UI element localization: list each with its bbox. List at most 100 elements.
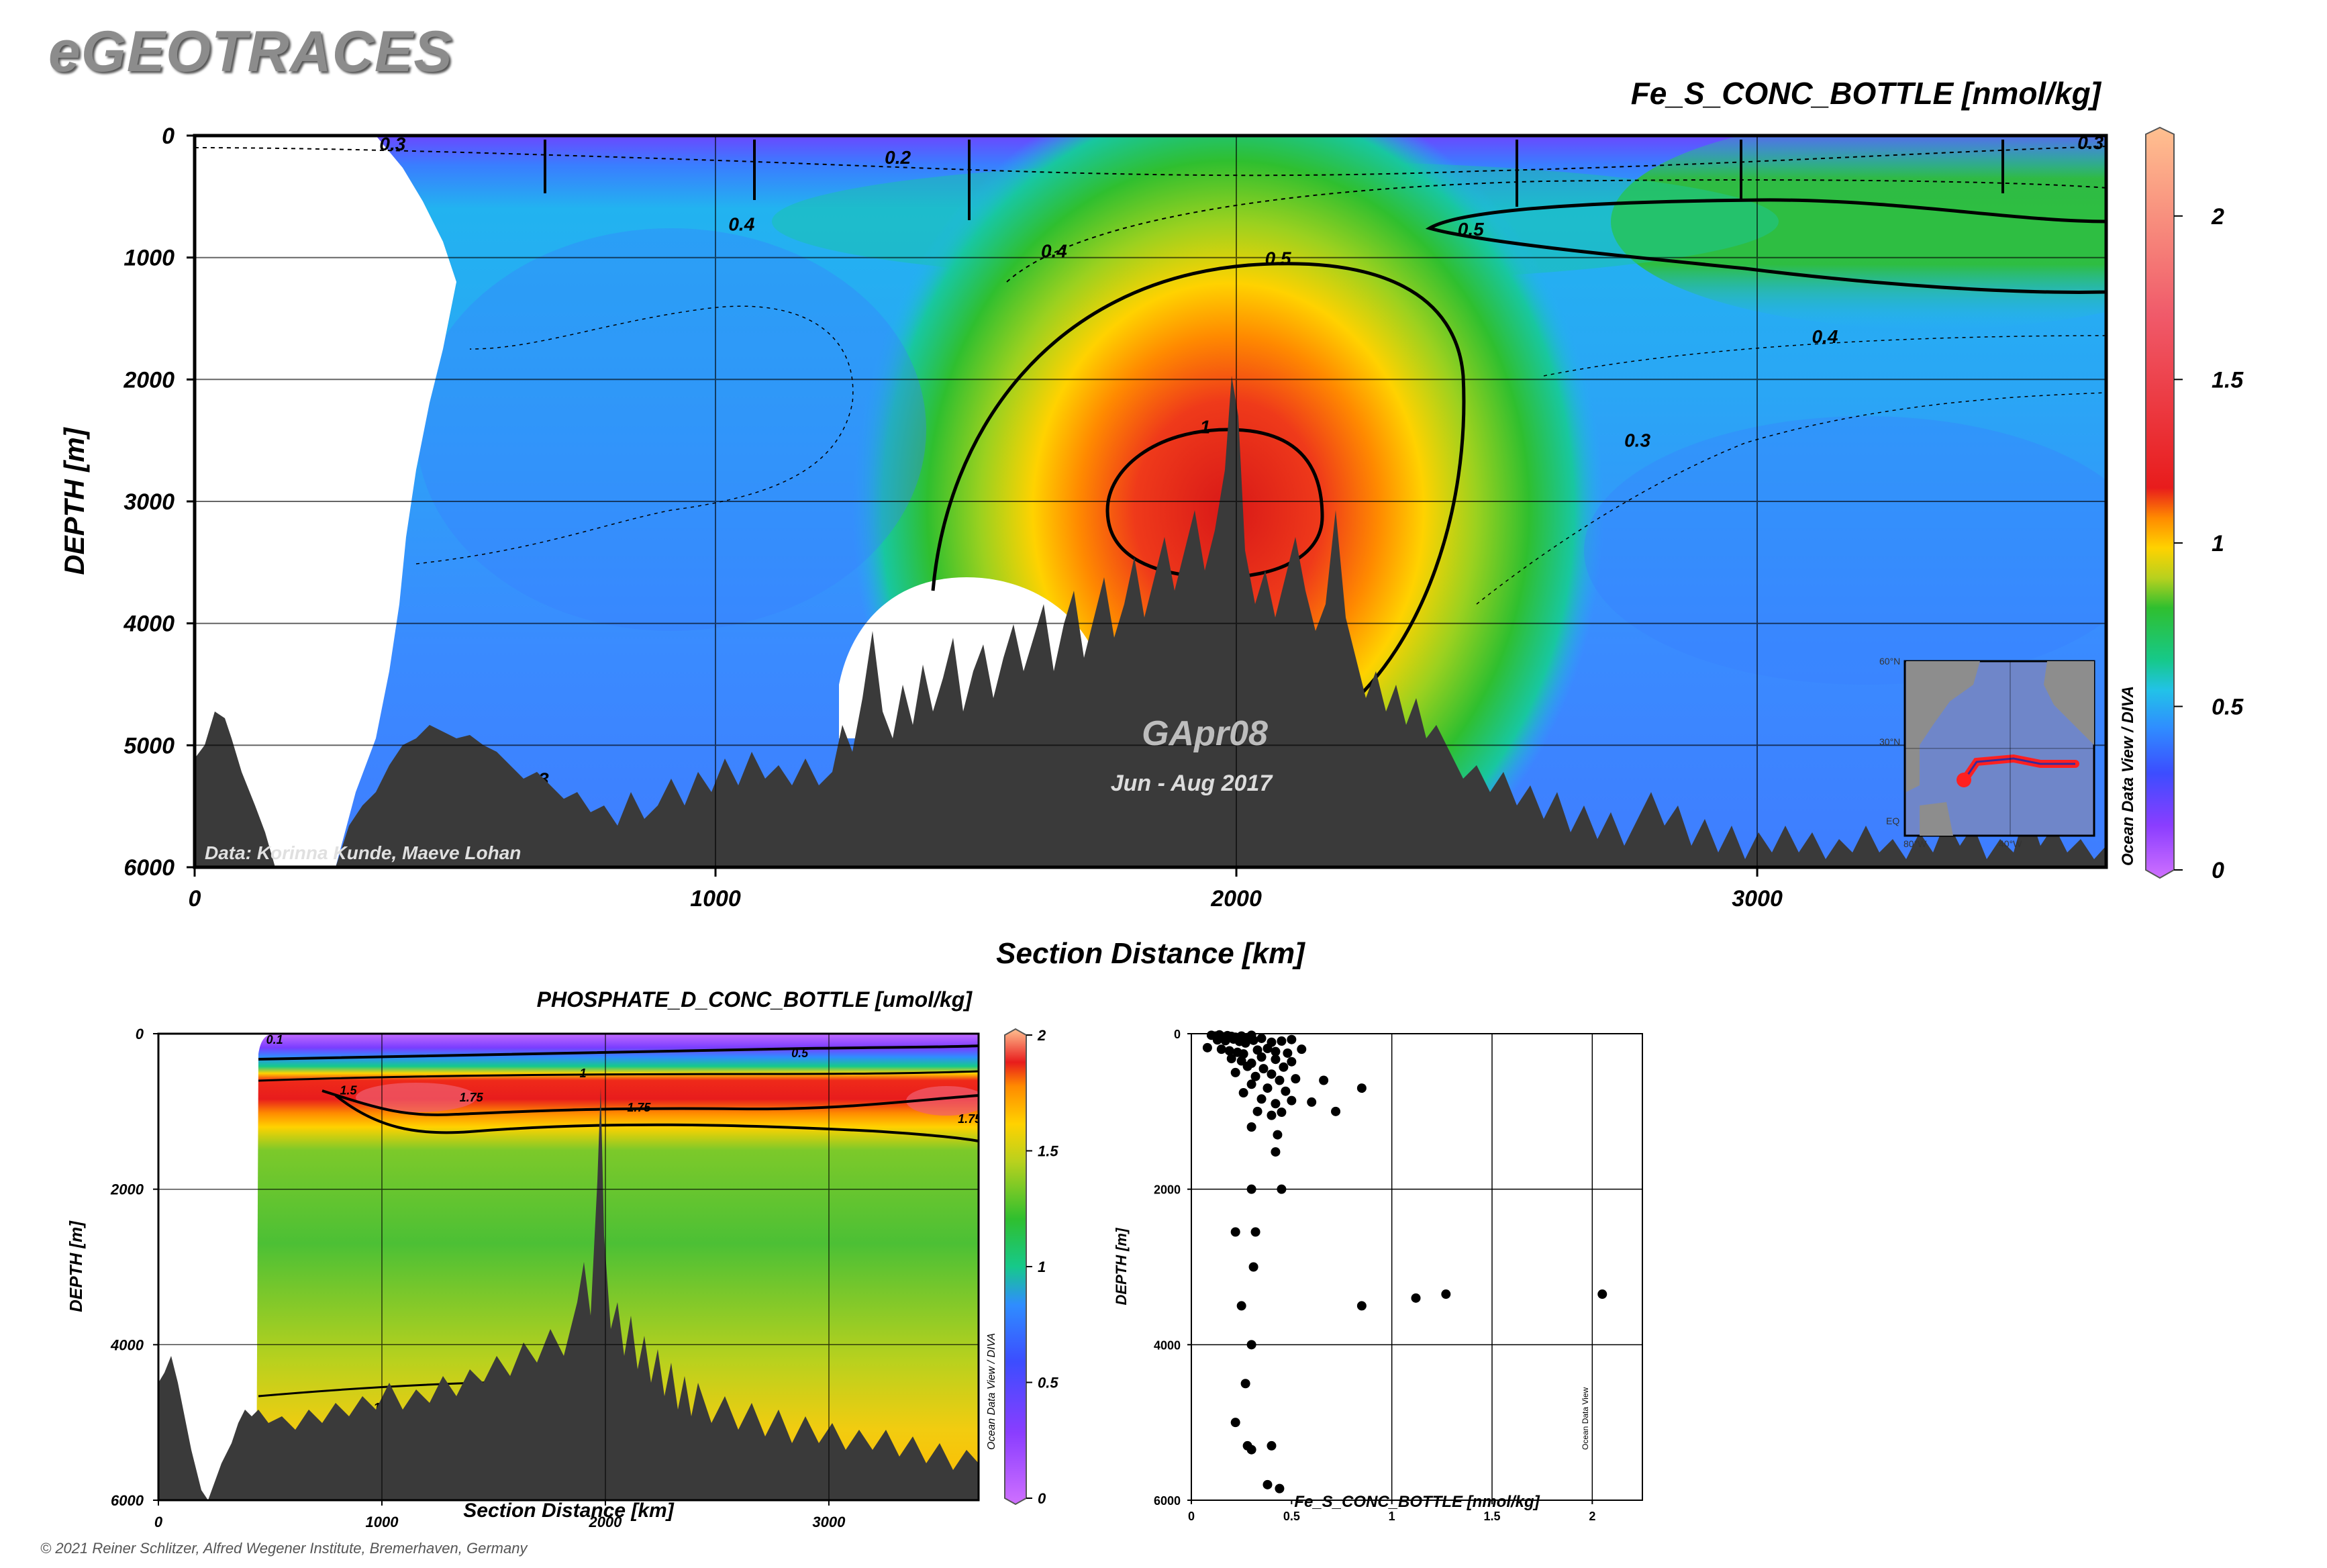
scatter-point — [1356, 1301, 1367, 1311]
phos-contour-label: 1.75 — [460, 1091, 484, 1104]
main-y-tick-label: 6000 — [123, 855, 175, 881]
scatter-gridlines — [1191, 1034, 1642, 1500]
scatter-side-label: Ocean Data View — [1581, 1387, 1590, 1450]
main-contour-label: 0.2 — [885, 147, 911, 168]
phos-topography — [158, 1087, 979, 1500]
main-contour-label: 0.5 — [1265, 248, 1291, 269]
main-colorbar-tick-label: 2 — [2211, 204, 2224, 230]
scatter-point — [1212, 1035, 1222, 1045]
phos-contour-labels: 0.10.511.51.751.751.751.5 — [266, 1033, 982, 1414]
scatter-point — [1216, 1044, 1226, 1055]
inset-lat-eq: EQ — [1886, 816, 1899, 826]
scatter-point — [1287, 1034, 1297, 1044]
contour-0-3-west — [415, 305, 854, 565]
scatter-point — [1291, 1074, 1301, 1084]
scatter-points — [1202, 1030, 1607, 1493]
main-contour-label: 0.4 — [1041, 241, 1067, 262]
scatter-point — [1277, 1184, 1287, 1194]
phos-y-axis-label: DEPTH [m] — [66, 1220, 86, 1312]
scatter-point — [1275, 1075, 1285, 1085]
phos-y-tick-label: 4000 — [110, 1336, 144, 1353]
main-y-tick-label: 3000 — [123, 489, 175, 515]
main-green-band — [1611, 136, 2106, 329]
main-contour-label: 0.3 — [1624, 430, 1650, 450]
scatter-point — [1248, 1262, 1258, 1272]
inset-lat-60n: 60°N — [1879, 656, 1900, 667]
egeotraces-logo: eGEOTRACES — [48, 19, 453, 84]
phos-plot-frame — [157, 1032, 980, 1502]
scatter-point — [1271, 1099, 1281, 1109]
scatter-point — [1230, 1418, 1240, 1428]
scatter-x-axis-label: Fe_S_CONC_BOTTLE [nmol/kg] — [1294, 1493, 1540, 1511]
scatter-point — [1202, 1042, 1212, 1052]
main-x-tick-label: 0 — [189, 886, 201, 912]
scatter-x-tick-label: 1 — [1389, 1510, 1395, 1523]
inset-lon-80w: 80°W — [1903, 838, 1927, 849]
scatter-point — [1242, 1440, 1252, 1451]
inset-lon-40w: 40°W — [1999, 838, 2022, 849]
phos-gridlines — [158, 1034, 979, 1500]
phos-colorbar-tick-label: 0 — [1038, 1490, 1046, 1507]
main-topography — [195, 376, 2106, 867]
scatter-point — [1271, 1147, 1281, 1157]
scatter-y-axis: 0 2000 4000 6000 — [1154, 1028, 1191, 1508]
scatter-point — [1236, 1056, 1246, 1066]
scatter-point — [1319, 1075, 1329, 1085]
scatter-point — [1258, 1064, 1269, 1074]
scatter-point — [1271, 1046, 1281, 1057]
scatter-point — [1246, 1340, 1256, 1350]
scatter-point — [1256, 1094, 1267, 1104]
phos-colorbar: 0 0.5 1 1.5 2 Ocean Data View / DIVA — [986, 1027, 1058, 1507]
scatter-point — [1246, 1079, 1256, 1089]
scatter-plot-frame — [1191, 1033, 1643, 1501]
main-colorbar-tick-label: 0.5 — [2212, 694, 2244, 720]
scatter-point — [1287, 1095, 1297, 1106]
phos-y-tick-label: 2000 — [110, 1181, 144, 1198]
scatter-point — [1242, 1061, 1252, 1071]
scatter-point — [1250, 1071, 1260, 1081]
main-section-chart: Fe_S_CONC_BOTTLE [nmol/kg] 0.3 0.2 0.4 0.4 0… — [58, 76, 2244, 970]
phos-contour-label: 0.1 — [266, 1033, 283, 1046]
scatter-y-axis-label: DEPTH [m] — [1113, 1228, 1130, 1306]
scatter-point — [1279, 1062, 1289, 1072]
scatter-point — [1262, 1083, 1273, 1093]
main-blue-patch — [416, 228, 926, 631]
main-y-axis: 0 1000 2000 3000 4000 5000 6000 — [123, 124, 195, 881]
scatter-point — [1597, 1289, 1607, 1300]
phos-contour-label: 1.75 — [958, 1112, 982, 1126]
phos-colorbar-tick-label: 0.5 — [1038, 1375, 1058, 1391]
phos-contour-label: 0.5 — [791, 1046, 809, 1060]
main-contour-label: 0.4 — [728, 214, 754, 235]
main-y-tick-label: 1000 — [123, 246, 175, 271]
phos-plot-area: 0.10.511.51.751.751.751.5 — [158, 1033, 982, 1500]
main-colorbar: 0 0.5 1 1.5 2 Ocean Data View / DIVA — [2119, 126, 2244, 883]
phos-contour-label: 1 — [580, 1067, 587, 1080]
main-y-tick-label: 0 — [162, 124, 175, 149]
scatter-point — [1277, 1107, 1287, 1117]
phos-x-tick-label: 1000 — [365, 1514, 399, 1530]
phos-x-tick-label: 3000 — [812, 1514, 846, 1530]
main-y-tick-label: 2000 — [123, 367, 175, 393]
contour-0-4-upper — [1006, 179, 2106, 283]
scatter-point — [1262, 1044, 1273, 1054]
scatter-point — [1277, 1036, 1287, 1046]
main-contour-label: 0.4 — [1812, 326, 1838, 347]
phos-x-tick-label: 2000 — [588, 1514, 622, 1530]
main-contour-label: 1 — [1200, 416, 1211, 437]
scatter-point — [1238, 1088, 1248, 1098]
main-contour-label: 0.5 — [1458, 219, 1484, 240]
scatter-point — [1236, 1301, 1246, 1311]
scatter-x-tick-label: 2 — [1589, 1510, 1595, 1523]
scatter-point — [1287, 1057, 1297, 1067]
main-x-tick-label: 3000 — [1732, 886, 1783, 912]
phos-colorbar-label: Ocean Data View / DIVA — [986, 1333, 997, 1450]
phos-y-tick-label: 0 — [136, 1026, 144, 1042]
scatter-point — [1240, 1038, 1250, 1048]
scatter-point — [1230, 1067, 1240, 1077]
main-y-tick-label: 4000 — [123, 611, 175, 637]
phos-x-axis-label: Section Distance [km] — [463, 1500, 674, 1522]
main-gridlines — [195, 136, 2106, 867]
phos-y-axis: 0 2000 4000 6000 — [110, 1026, 158, 1509]
inset-lat-30n: 30°N — [1879, 736, 1900, 747]
contour-0-3-east — [1476, 392, 2106, 605]
